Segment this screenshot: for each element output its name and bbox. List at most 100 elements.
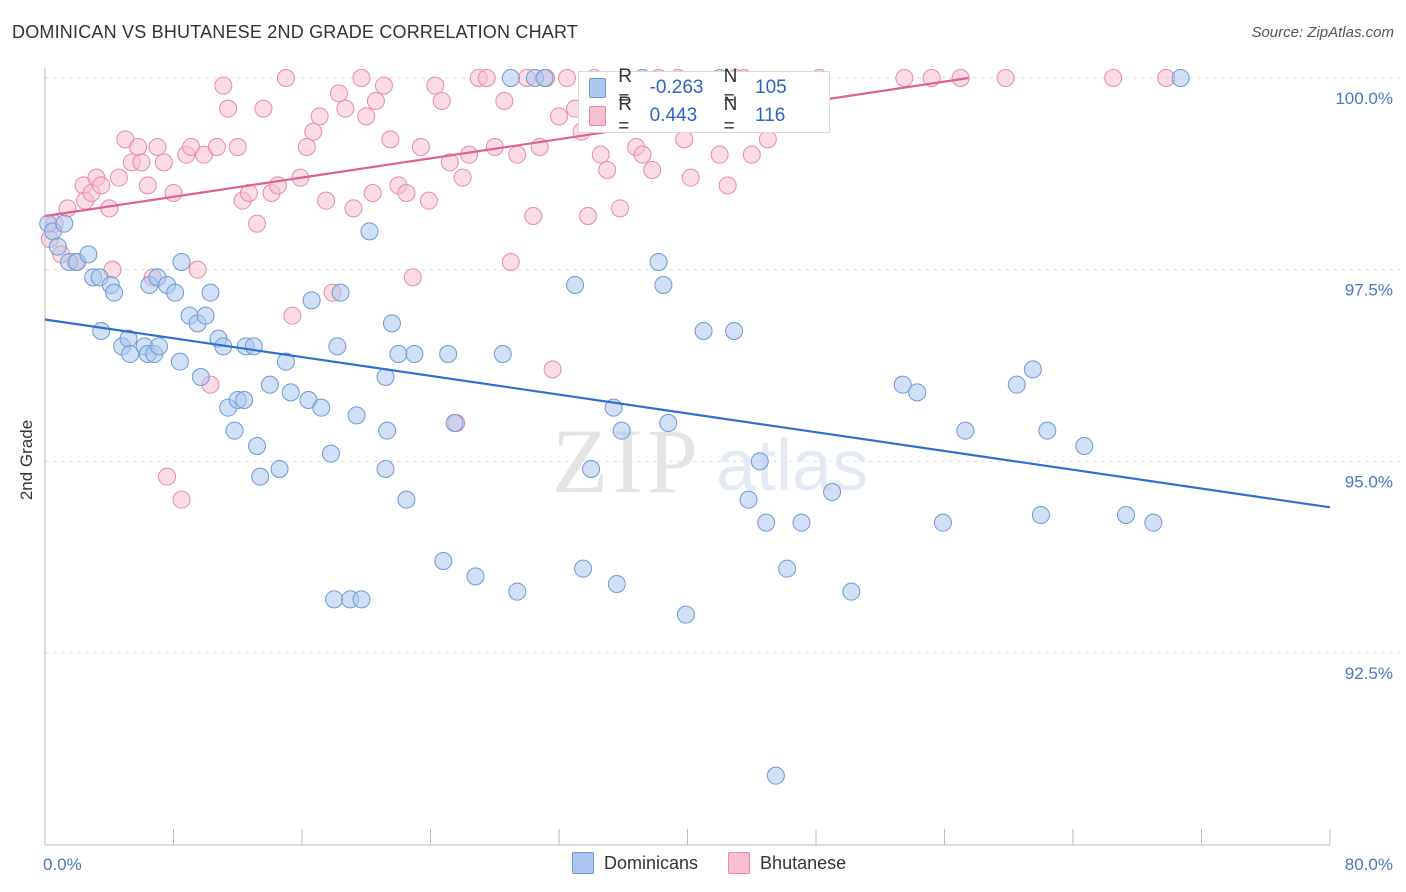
legend-label: Dominicans (604, 852, 699, 873)
legend-item-dominicans: Dominicans (572, 852, 698, 874)
dominicans-point-96 (956, 421, 975, 440)
bhutanese-point-47 (329, 84, 348, 103)
r-value: 0.443 (649, 105, 698, 126)
dominicans-point-93 (893, 375, 912, 394)
dominicans-point-102 (1117, 506, 1136, 524)
bhutanese-point-20 (154, 153, 173, 172)
bhutanese-point-63 (440, 153, 459, 172)
bhutanese-point-60 (419, 191, 438, 210)
bhutanese-point-105 (742, 145, 761, 164)
dominicans-point-60 (397, 490, 416, 509)
dominicans-point-53 (347, 406, 366, 425)
n-value: 116 (755, 105, 786, 126)
bhutanese-point-114 (951, 69, 970, 87)
bhutanese-point-68 (477, 69, 496, 87)
r-label: R = (618, 94, 632, 137)
dominicans-point-21 (150, 337, 169, 356)
bhutanese-point-91 (643, 161, 662, 179)
bhutanese-point-48 (336, 99, 355, 118)
legend-row-dominicans: R = -0.263 N = 105 (589, 66, 829, 109)
blue-swatch-icon (572, 852, 594, 874)
bhutanese-point-31 (219, 99, 238, 118)
bhutanese-point-112 (895, 69, 914, 87)
bhutanese-point-53 (366, 92, 385, 110)
bhutanese-point-84 (591, 145, 610, 164)
dominicans-point-70 (535, 69, 554, 87)
y-tick-label-3: 92.5% (1345, 664, 1393, 683)
grid-lines (45, 77, 1400, 654)
dominicans-point-76 (612, 421, 631, 440)
dominicans-point-59 (389, 345, 408, 363)
pink-swatch-icon (589, 106, 607, 126)
bhutanese-point-32 (228, 138, 247, 156)
dominicans-point-85 (739, 490, 758, 509)
bhutanese-point-19 (148, 138, 167, 156)
dominicans-point-86 (750, 452, 769, 471)
dominicans-point-52 (352, 590, 371, 609)
r-label: R = (618, 66, 632, 109)
bhutanese-point-87 (611, 199, 630, 218)
bhutanese-point-15 (129, 138, 148, 156)
dominicans-point-39 (251, 467, 270, 486)
dominicans-point-10 (105, 283, 124, 302)
dominicans-point-66 (493, 345, 512, 363)
dominicans-point-81 (676, 605, 695, 624)
bhutanese-point-85 (598, 161, 617, 179)
dominicans-point-6 (79, 245, 98, 264)
legend-row-bhutanese: R = 0.443 N = 116 (589, 94, 829, 137)
pink-swatch-icon (728, 852, 751, 874)
bhutanese-point-35 (248, 214, 267, 233)
dominicans-point-37 (244, 337, 263, 356)
dominicans-point-99 (1031, 506, 1050, 524)
dominicans-point-94 (908, 383, 927, 402)
dominicans-point-35 (235, 391, 254, 409)
dominicans-point-14 (121, 345, 140, 363)
dominicans-point-101 (1075, 437, 1094, 455)
dominicans-point-34 (225, 421, 244, 440)
dominicans-point-88 (766, 766, 785, 785)
bhutanese-point-49 (344, 199, 363, 218)
dominicans-point-61 (405, 345, 424, 363)
bhutanese-point-101 (710, 145, 729, 164)
dominicans-point-47 (321, 444, 340, 463)
n-label: N = (723, 66, 738, 109)
dominicans-point-41 (270, 460, 289, 478)
dominicans-point-38 (248, 437, 267, 455)
bhutanese-point-42 (297, 138, 316, 156)
dominicans-point-100 (1038, 421, 1057, 440)
dominicans-point-48 (328, 337, 347, 356)
bhutanese-point-17 (138, 176, 157, 195)
y-axis-label: 2nd Grade (17, 420, 36, 500)
dominicans-point-75 (607, 575, 626, 593)
dominicans-point-27 (191, 368, 210, 386)
dominicans-point-72 (574, 559, 593, 578)
bhutanese-point-82 (578, 207, 597, 225)
bhutanese-point-54 (374, 76, 393, 95)
bhutanese-point-116 (1104, 69, 1123, 87)
dominicans-point-91 (823, 483, 842, 501)
dominicans-point-89 (778, 559, 797, 578)
bhutanese-point-79 (558, 69, 577, 87)
tick-labels: 100.0% 97.5% 95.0% 92.5% 0.0% 80.0% (43, 89, 1393, 874)
dominicans-point-92 (842, 582, 861, 601)
dominicans-point-103 (1144, 513, 1163, 532)
dominicans-point-56 (378, 421, 397, 440)
dominicans-point-90 (792, 513, 811, 532)
bhutanese-point-40 (283, 306, 302, 325)
bhutanese-point-39 (276, 69, 295, 87)
bhutanese-point-52 (363, 184, 382, 202)
dominicans-point-78 (649, 253, 668, 271)
bhutanese-point-74 (524, 207, 543, 225)
dominicans-point-28 (196, 306, 215, 325)
bhutanese-point-30 (214, 76, 233, 95)
bhutanese-point-26 (188, 260, 207, 279)
bhutanese-point-29 (207, 138, 226, 156)
bhutanese-point-23 (172, 490, 191, 509)
dominicans-point-71 (566, 276, 585, 294)
dominicans-point-23 (172, 253, 191, 271)
dominicans-point-11 (92, 322, 111, 340)
dominicans-point-82 (694, 322, 713, 340)
dominicans-point-24 (170, 352, 189, 371)
bhutanese-point-58 (403, 268, 422, 287)
